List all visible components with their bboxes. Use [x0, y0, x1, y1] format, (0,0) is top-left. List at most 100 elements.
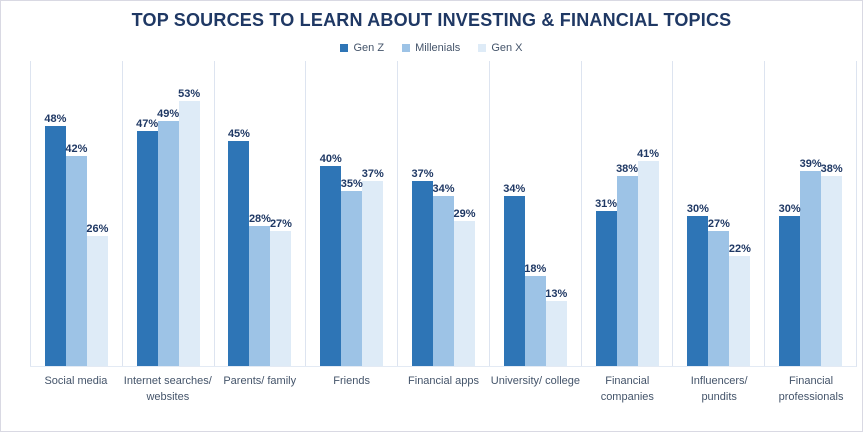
x-axis-label-financial-companies: Financial companies	[600, 375, 654, 403]
chart-title: TOP SOURCES TO LEARN ABOUT INVESTING & F…	[131, 10, 732, 30]
x-axis-label-friends: Friends	[333, 375, 370, 387]
bar-group-gen-x: 13%	[545, 288, 568, 366]
x-axis-label-internet-searches-websites: Internet searches/ websites	[123, 375, 212, 403]
x-axis-labels: Social media Internet searches/ websites P…	[30, 374, 857, 406]
x-axis-label-university-college: University/ college	[490, 375, 581, 387]
bar-millenials-influencers-pundits	[708, 231, 730, 366]
bar-group-gen-z: 37%	[411, 168, 434, 366]
bar-value-label: 35%	[340, 178, 363, 190]
bar-millenials-internet-searches-websites	[157, 121, 179, 366]
bar-gen-x-parents-family	[270, 231, 292, 366]
bar-gen-z-internet-searches-websites	[136, 131, 158, 366]
legend-swatch-gen-z	[340, 44, 349, 52]
bar-group-gen-x: 26%	[86, 223, 109, 366]
legend-item-gen-z: Gen Z	[340, 42, 384, 54]
bar-gen-x-financial-professionals	[821, 176, 843, 366]
bar-gen-z-financial-professionals	[779, 216, 801, 366]
category-column-financial-apps: 37% 34% 29%	[397, 61, 489, 366]
bar-value-label: 34%	[432, 183, 455, 195]
legend-swatch-millenials	[402, 44, 411, 52]
bar-gen-z-financial-apps	[412, 181, 434, 366]
x-axis-label-parents-family: Parents/ family	[223, 375, 297, 387]
bar-value-label: 41%	[637, 148, 660, 160]
bar-value-label: 26%	[86, 223, 109, 235]
bar-value-label: 37%	[361, 168, 384, 180]
plot-area: 48% 42% 26% 47% 49% 53% 45% 28% 27% 40% 35% 37% 37% 3…	[30, 61, 857, 367]
category-column-university-college: 34% 18% 13%	[488, 61, 581, 366]
bar-gen-z-financial-companies	[595, 211, 617, 366]
bar-gen-x-influencers-pundits	[729, 256, 751, 366]
bar-value-label: 13%	[545, 288, 568, 300]
bar-group-millenials: 38%	[616, 163, 639, 366]
legend-label: Gen X	[491, 42, 523, 54]
bar-millenials-friends	[341, 191, 363, 366]
category-column-friends: 40% 35% 37%	[305, 61, 397, 366]
bar-gen-z-social-media	[44, 126, 66, 366]
legend-label: Millenials	[415, 42, 461, 54]
bar-gen-z-influencers-pundits	[687, 216, 709, 366]
x-axis-label-social-media: Social media	[44, 375, 108, 387]
bar-group-gen-x: 27%	[270, 218, 292, 366]
bar-gen-x-university-college	[545, 301, 567, 366]
bar-value-label: 34%	[503, 183, 526, 195]
bar-value-label: 53%	[178, 88, 201, 100]
bar-value-label: 28%	[248, 213, 271, 225]
bar-group-millenials: 18%	[524, 263, 546, 366]
bar-gen-x-financial-apps	[454, 221, 476, 366]
x-axis-label-financial-apps: Financial apps	[408, 375, 479, 387]
bar-value-label: 27%	[707, 218, 730, 230]
bar-gen-x-friends	[362, 181, 384, 366]
bar-value-label: 48%	[44, 113, 67, 125]
bar-group-millenials: 28%	[248, 213, 271, 366]
bar-millenials-financial-professionals	[800, 171, 822, 366]
bar-value-label: 45%	[227, 128, 250, 140]
x-axis-label-financial-professionals: Financial professionals	[778, 375, 844, 403]
bar-value-label: 31%	[595, 198, 618, 210]
legend: Gen Z Millenials Gen X	[1, 42, 862, 54]
bar-value-label: 39%	[799, 158, 822, 170]
category-column-influencers-pundits: 30% 27% 22%	[672, 61, 764, 366]
bar-group-gen-z: 45%	[227, 128, 250, 366]
bar-value-label: 30%	[686, 203, 709, 215]
bar-group-gen-x: 22%	[728, 243, 751, 366]
bar-value-label: 37%	[411, 168, 434, 180]
bar-gen-z-friends	[320, 166, 342, 366]
bar-group-gen-z: 31%	[595, 198, 618, 366]
bar-group-gen-x: 29%	[454, 208, 476, 366]
bar-group-millenials: 35%	[340, 178, 363, 366]
bar-value-label: 38%	[616, 163, 639, 175]
category-column-financial-professionals: 30% 39% 38%	[764, 61, 856, 366]
bar-group-gen-z: 40%	[319, 153, 342, 366]
bar-group-gen-z: 48%	[44, 113, 67, 366]
bar-group-gen-z: 30%	[686, 203, 709, 366]
bar-millenials-social-media	[65, 156, 87, 366]
legend-swatch-gen-x	[478, 44, 487, 52]
bar-millenials-university-college	[524, 276, 546, 366]
legend-item-millenials: Millenials	[402, 42, 460, 54]
bar-gen-z-university-college	[503, 196, 525, 366]
bar-gen-x-social-media	[86, 236, 108, 366]
bar-value-label: 22%	[728, 243, 751, 255]
bar-value-label: 40%	[319, 153, 342, 165]
bar-group-millenials: 27%	[707, 218, 730, 366]
bar-gen-z-parents-family	[228, 141, 250, 366]
bar-group-gen-z: 34%	[503, 183, 526, 366]
bar-value-label: 49%	[157, 108, 180, 120]
bar-millenials-financial-companies	[616, 176, 638, 366]
bar-group-millenials: 39%	[799, 158, 822, 366]
bar-value-label: 47%	[136, 118, 159, 130]
bar-millenials-parents-family	[249, 226, 271, 366]
category-column-internet-searches-websites: 47% 49% 53%	[121, 61, 214, 366]
legend-item-gen-x: Gen X	[478, 42, 523, 54]
bar-group-millenials: 42%	[65, 143, 88, 366]
bar-value-label: 38%	[820, 163, 843, 175]
bar-group-gen-x: 41%	[637, 148, 660, 366]
bar-gen-x-financial-companies	[637, 161, 659, 366]
category-column-parents-family: 45% 28% 27%	[213, 61, 306, 366]
bar-group-millenials: 34%	[432, 183, 455, 366]
bar-value-label: 42%	[65, 143, 88, 155]
x-axis-label-influencers-pundits: Influencers/ pundits	[690, 375, 748, 403]
bar-gen-x-internet-searches-websites	[178, 101, 200, 366]
bar-group-gen-z: 47%	[136, 118, 159, 366]
